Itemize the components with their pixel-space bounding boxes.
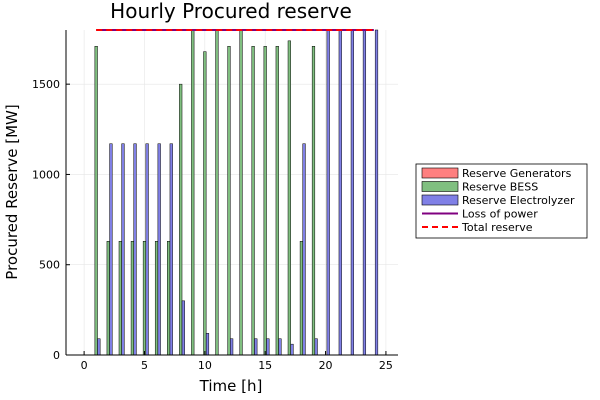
legend-label: Loss of power: [462, 208, 538, 221]
bar-reserve-electrolyzer: [302, 143, 306, 356]
bar-reserve-electrolyzer: [133, 143, 137, 356]
x-axis-label: Time [h]: [199, 377, 263, 395]
bar-reserve-electrolyzer: [157, 143, 161, 356]
bar-reserve-electrolyzer: [254, 338, 258, 356]
bar-reserve-bess: [191, 29, 195, 356]
bar-reserve-electrolyzer: [362, 29, 367, 356]
bar-reserve-electrolyzer: [181, 300, 185, 356]
bar-reserve-bess: [118, 241, 122, 356]
legend-label: Total reserve: [461, 221, 533, 234]
y-tick-label: 1500: [32, 78, 60, 91]
bar-reserve-electrolyzer: [97, 338, 101, 356]
x-tick-label: 25: [379, 359, 393, 372]
y-axis-label: Procured Reserve [MW]: [3, 104, 21, 279]
legend-swatch: [421, 181, 459, 192]
bar-reserve-bess: [94, 46, 98, 356]
bar-reserve-electrolyzer: [314, 338, 318, 356]
x-tick-label: 20: [319, 359, 333, 372]
bar-reserve-electrolyzer: [374, 29, 379, 356]
bar-reserve-electrolyzer: [145, 143, 149, 356]
legend-swatch: [421, 167, 459, 179]
bar-reserve-electrolyzer: [205, 333, 210, 356]
legend-label: Reserve Electrolyzer: [462, 194, 575, 207]
y-tick-label: 1000: [32, 168, 60, 181]
bar-reserve-bess: [275, 46, 279, 356]
bar-reserve-electrolyzer: [169, 143, 173, 356]
bar-reserve-bess: [215, 29, 219, 356]
x-tick-label: 10: [198, 359, 212, 372]
bar-reserve-bess: [142, 241, 147, 356]
bar-reserve-bess: [227, 46, 231, 356]
bar-reserve-bess: [287, 40, 291, 356]
bar-reserve-electrolyzer: [338, 29, 342, 356]
bar-reserve-bess: [299, 241, 303, 356]
bar-reserve-electrolyzer: [278, 338, 282, 356]
bar-reserve-electrolyzer: [230, 338, 234, 356]
bar-reserve-electrolyzer: [326, 29, 330, 356]
axes: 0 5 10 15 20 25 0 500 1000 1500: [32, 30, 398, 372]
y-tick-label: 0: [53, 349, 60, 362]
bar-reserve-bess: [167, 241, 171, 356]
legend-label: Reserve Generators: [462, 167, 572, 180]
legend-swatch: [421, 194, 459, 206]
bar-reserve-bess: [203, 51, 207, 356]
x-tick-label: 0: [81, 359, 88, 372]
bar-reserve-bess: [311, 46, 316, 356]
bar-reserve-bess: [251, 46, 255, 356]
chart-title: Hourly Procured reserve: [110, 0, 352, 23]
bar-reserve-bess: [239, 29, 243, 356]
bars: [94, 29, 379, 356]
x-tick-label: 15: [258, 359, 272, 372]
bar-reserve-electrolyzer: [109, 143, 113, 356]
bar-reserve-electrolyzer: [121, 143, 125, 356]
bar-reserve-electrolyzer: [350, 29, 354, 356]
bar-reserve-bess: [106, 241, 110, 356]
bar-reserve-bess: [130, 241, 134, 356]
y-tick-label: 500: [39, 259, 60, 272]
bar-reserve-electrolyzer: [266, 338, 270, 356]
bar-reserve-bess: [154, 241, 159, 356]
bar-reserve-electrolyzer: [290, 343, 294, 356]
grid: [66, 30, 398, 356]
bar-reserve-bess: [263, 46, 267, 356]
bar-reserve-bess: [179, 83, 183, 356]
x-tick-label: 5: [141, 359, 148, 372]
legend-label: Reserve BESS: [462, 181, 538, 194]
